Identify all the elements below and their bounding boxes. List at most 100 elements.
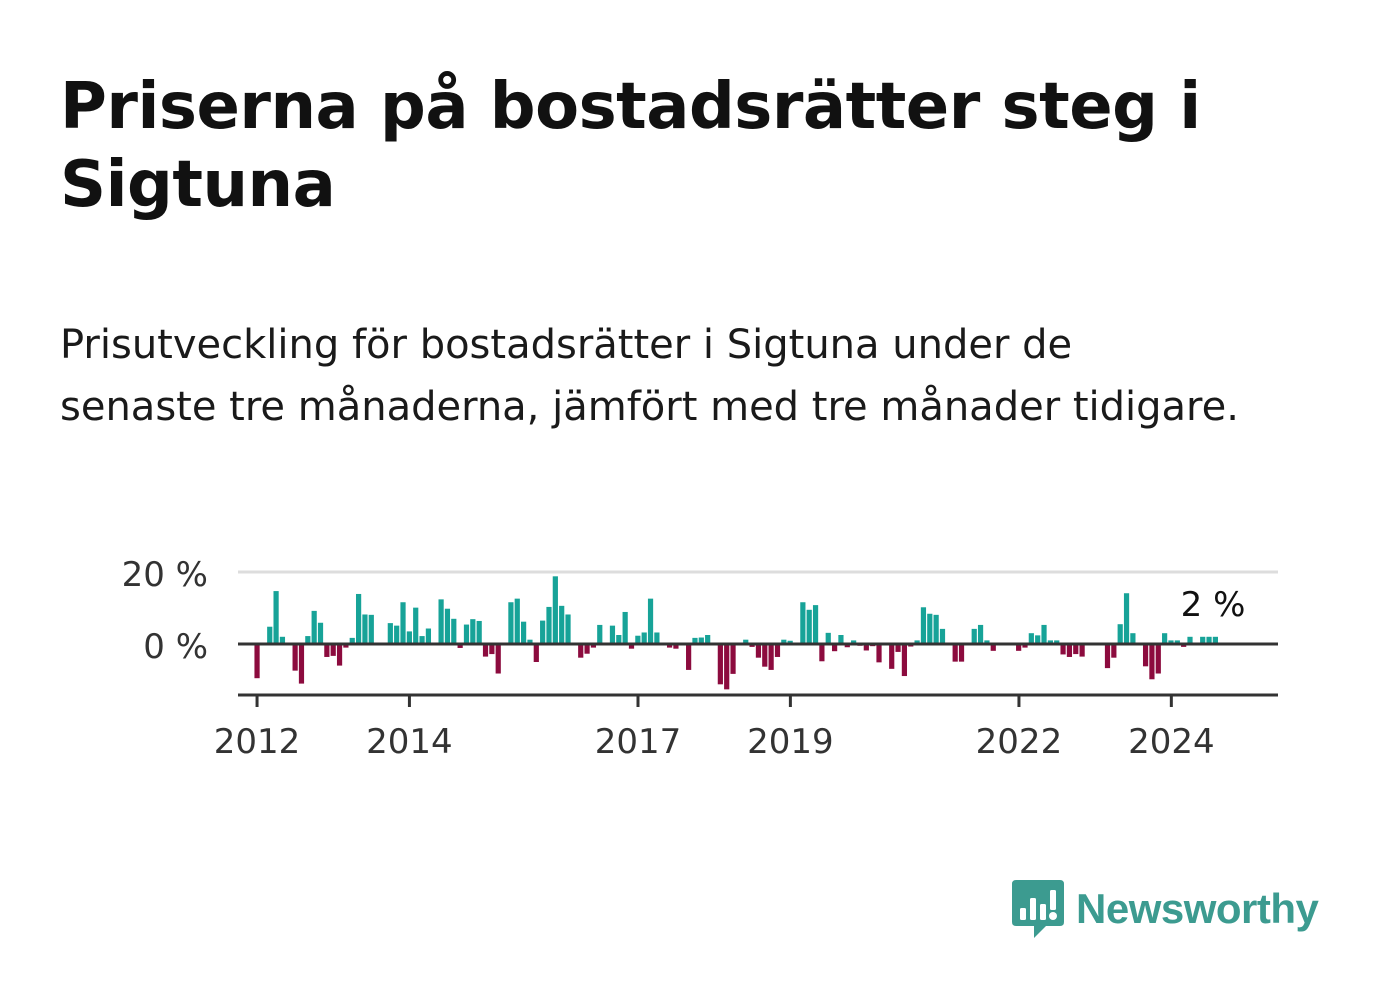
bar (819, 644, 825, 662)
bar (546, 606, 552, 644)
bar (1022, 644, 1028, 648)
bar (781, 639, 787, 644)
bar (451, 618, 457, 644)
bar (1117, 624, 1123, 644)
bar (889, 644, 895, 669)
bar (628, 644, 635, 649)
bar (990, 644, 996, 651)
bar (559, 605, 565, 644)
bar (1060, 644, 1066, 655)
bar (1162, 633, 1168, 644)
page-title: Priserna på bostadsrätter steg i Sigtuna (60, 70, 1201, 222)
bar (394, 625, 400, 644)
bar (387, 623, 393, 644)
bar (578, 644, 584, 658)
bar (1054, 640, 1060, 644)
bar (673, 644, 679, 649)
bar (1041, 624, 1047, 644)
chart-subtitle: Prisutveckling för bostadsrätter i Sigtu… (60, 322, 1239, 430)
bar (774, 644, 781, 657)
x-tick-label: 2019 (747, 722, 834, 762)
bar (952, 644, 958, 662)
bar (279, 636, 286, 644)
bar (851, 640, 857, 644)
bar (349, 637, 355, 644)
bar (838, 635, 844, 644)
bar (927, 613, 933, 644)
bar (831, 644, 838, 652)
bar (1047, 640, 1053, 644)
bar (647, 598, 654, 644)
bar (1028, 633, 1034, 644)
bar (590, 644, 597, 648)
bar (489, 644, 495, 655)
bar (717, 644, 723, 685)
bar (330, 644, 336, 656)
bar (724, 644, 730, 690)
bar (457, 644, 463, 648)
newsworthy-logo[interactable]: Newsworthy (1010, 878, 1319, 940)
bar (939, 628, 946, 644)
bar (292, 644, 298, 671)
bar (1123, 593, 1130, 644)
bar (406, 631, 412, 644)
bar (514, 598, 520, 644)
bar (1130, 633, 1136, 644)
bar (1174, 640, 1180, 644)
bar (298, 644, 305, 684)
bar (666, 644, 673, 648)
bar (413, 607, 419, 644)
bar (425, 628, 432, 644)
bar (463, 624, 470, 644)
bar (305, 636, 311, 644)
bar (984, 640, 990, 644)
bar (901, 644, 908, 677)
bar (762, 644, 768, 667)
bar (419, 636, 425, 644)
bar (609, 625, 616, 644)
bar (730, 644, 736, 674)
x-tick-label: 2012 (214, 722, 301, 762)
bar-chart: 0 % 20 % 2012 2014 2017 2019 2022 2024 2 % (122, 555, 1278, 762)
bar (705, 635, 711, 644)
bar (958, 644, 965, 662)
bar (1206, 636, 1212, 644)
bar (1104, 644, 1111, 669)
bar (444, 608, 451, 644)
x-tick-label: 2024 (1128, 722, 1215, 762)
bar (1155, 644, 1161, 674)
bar (1035, 635, 1041, 644)
bar (743, 639, 749, 644)
last-value-label: 2 % (1181, 585, 1246, 625)
bar (616, 635, 622, 644)
bar (1066, 644, 1073, 657)
bar (597, 624, 603, 644)
bar (800, 602, 806, 644)
bar (1187, 636, 1193, 644)
x-tick-label: 2017 (595, 722, 682, 762)
newsworthy-bar-chart-icon (1012, 880, 1064, 938)
bar (933, 614, 939, 644)
bar (533, 644, 539, 662)
bar (787, 640, 793, 644)
bar (920, 607, 927, 644)
bar (654, 632, 660, 644)
bar (635, 635, 641, 644)
y-tick-label: 20 % (122, 555, 208, 595)
bar (336, 644, 343, 666)
bar (641, 632, 647, 644)
bar (521, 621, 527, 644)
bar (1200, 636, 1206, 644)
bar (1073, 644, 1079, 655)
bar (812, 605, 819, 644)
bar (254, 644, 260, 679)
bar (844, 644, 850, 648)
bar (806, 609, 812, 644)
bar (540, 620, 546, 644)
bar (622, 611, 628, 644)
bar (482, 644, 489, 657)
bar (977, 624, 984, 644)
bar (686, 644, 692, 670)
bar (343, 644, 349, 648)
bar (971, 628, 977, 644)
